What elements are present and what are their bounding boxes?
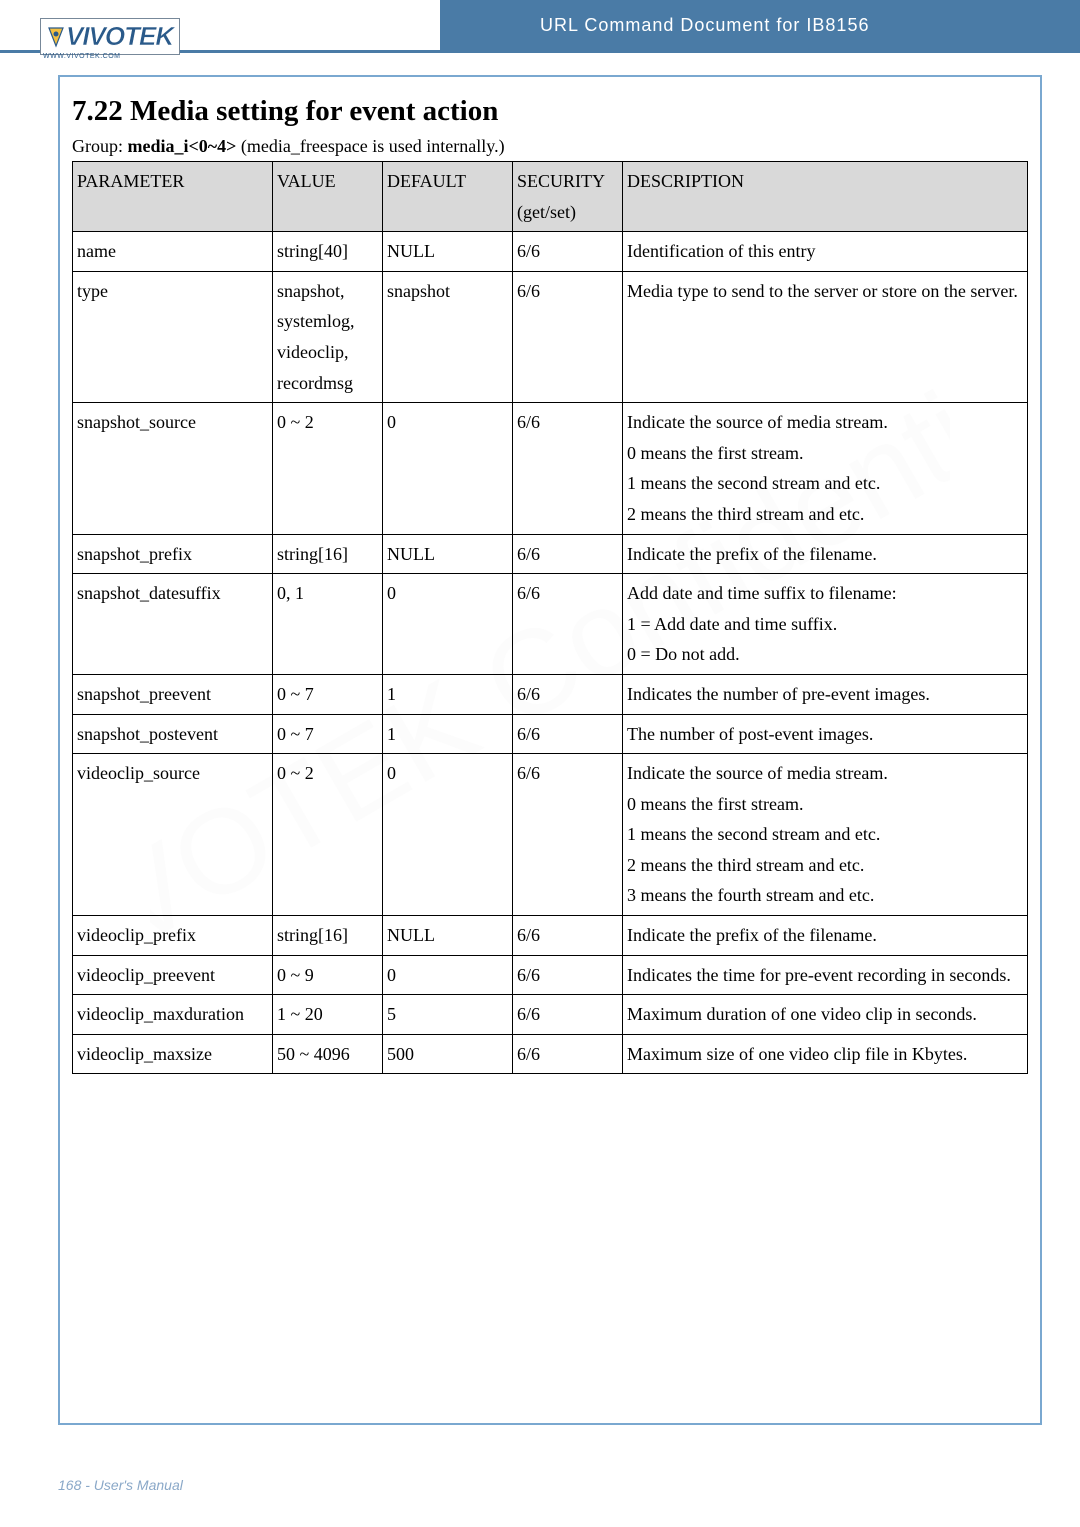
cell-default: 1 [383, 714, 513, 754]
cell-default: NULL [383, 916, 513, 956]
cell-security: 6/6 [513, 754, 623, 916]
cell-parameter: videoclip_prefix [73, 916, 273, 956]
group-suffix: (media_freespace is used internally.) [236, 136, 504, 156]
cell-description: Indicate the prefix of the filename. [623, 534, 1028, 574]
cell-value: 0, 1 [273, 574, 383, 675]
group-line: Group: media_i<0~4> (media_freespace is … [72, 136, 1028, 157]
parameter-table: PARAMETER VALUE DEFAULT SECURITY(get/set… [72, 161, 1028, 1074]
cell-default: 0 [383, 754, 513, 916]
table-row: videoclip_source0 ~ 206/6Indicate the so… [73, 754, 1028, 916]
cell-description: Identification of this entry [623, 232, 1028, 272]
cell-default: 500 [383, 1034, 513, 1074]
cell-description: Indicate the source of media stream.0 me… [623, 403, 1028, 534]
cell-security: 6/6 [513, 714, 623, 754]
cell-description: Maximum size of one video clip file in K… [623, 1034, 1028, 1074]
cell-parameter: snapshot_source [73, 403, 273, 534]
page-footer: 168 - User's Manual [58, 1477, 183, 1493]
cell-parameter: videoclip_source [73, 754, 273, 916]
th-description: DESCRIPTION [623, 162, 1028, 232]
cell-security: 6/6 [513, 271, 623, 402]
cell-value: 0 ~ 2 [273, 754, 383, 916]
cell-default: snapshot [383, 271, 513, 402]
table-row: snapshot_preevent0 ~ 716/6Indicates the … [73, 674, 1028, 714]
cell-parameter: videoclip_preevent [73, 955, 273, 995]
cell-value: string[16] [273, 916, 383, 956]
cell-value: string[16] [273, 534, 383, 574]
cell-description: Indicate the prefix of the filename. [623, 916, 1028, 956]
cell-description: Add date and time suffix to filename:1 =… [623, 574, 1028, 675]
group-prefix: Group: [72, 136, 128, 156]
cell-default: 0 [383, 574, 513, 675]
th-default: DEFAULT [383, 162, 513, 232]
vivotek-logo: VIVOTEK [40, 18, 180, 55]
cell-security: 6/6 [513, 574, 623, 675]
banner-bar: URL Command Document for IB8156 [440, 0, 1080, 50]
cell-default: NULL [383, 232, 513, 272]
cell-default: NULL [383, 534, 513, 574]
logo-area: VIVOTEK WWW.VIVOTEK.COM [40, 18, 180, 60]
cell-default: 1 [383, 674, 513, 714]
doc-title: URL Command Document for IB8156 [540, 15, 869, 36]
cell-value: 1 ~ 20 [273, 995, 383, 1035]
cell-description: Indicates the number of pre-event images… [623, 674, 1028, 714]
content-frame: VIVOTEK Confidential 7.22 Media setting … [58, 75, 1042, 1425]
cell-parameter: videoclip_maxduration [73, 995, 273, 1035]
cell-default: 0 [383, 955, 513, 995]
cell-value: 0 ~ 2 [273, 403, 383, 534]
cell-value: 50 ~ 4096 [273, 1034, 383, 1074]
cell-value: 0 ~ 7 [273, 714, 383, 754]
cell-security: 6/6 [513, 674, 623, 714]
cell-parameter: type [73, 271, 273, 402]
th-value: VALUE [273, 162, 383, 232]
cell-security: 6/6 [513, 916, 623, 956]
th-parameter: PARAMETER [73, 162, 273, 232]
logo-text: VIVOTEK [66, 21, 173, 52]
table-header-row: PARAMETER VALUE DEFAULT SECURITY(get/set… [73, 162, 1028, 232]
cell-description: Media type to send to the server or stor… [623, 271, 1028, 402]
cell-parameter: snapshot_prefix [73, 534, 273, 574]
cell-description: The number of post-event images. [623, 714, 1028, 754]
table-row: videoclip_prefixstring[16]NULL6/6Indicat… [73, 916, 1028, 956]
cell-value: 0 ~ 7 [273, 674, 383, 714]
cell-parameter: videoclip_maxsize [73, 1034, 273, 1074]
cell-default: 5 [383, 995, 513, 1035]
section-title: 7.22 Media setting for event action [72, 95, 1028, 128]
table-row: videoclip_maxsize50 ~ 40965006/6Maximum … [73, 1034, 1028, 1074]
cell-parameter: snapshot_datesuffix [73, 574, 273, 675]
table-row: typesnapshot, systemlog, videoclip, reco… [73, 271, 1028, 402]
table-row: videoclip_preevent0 ~ 906/6Indicates the… [73, 955, 1028, 995]
cell-default: 0 [383, 403, 513, 534]
cell-description: Indicate the source of media stream.0 me… [623, 754, 1028, 916]
table-row: snapshot_prefixstring[16]NULL6/6Indicate… [73, 534, 1028, 574]
cell-security: 6/6 [513, 955, 623, 995]
table-row: namestring[40]NULL6/6Identification of t… [73, 232, 1028, 272]
logo-icon [47, 26, 65, 48]
cell-value: string[40] [273, 232, 383, 272]
logo-subtext: WWW.VIVOTEK.COM [43, 53, 180, 60]
cell-description: Indicates the time for pre-event recordi… [623, 955, 1028, 995]
table-row: videoclip_maxduration1 ~ 2056/6Maximum d… [73, 995, 1028, 1035]
th-security: SECURITY(get/set) [513, 162, 623, 232]
table-row: snapshot_source0 ~ 206/6Indicate the sou… [73, 403, 1028, 534]
cell-parameter: name [73, 232, 273, 272]
cell-value: 0 ~ 9 [273, 955, 383, 995]
cell-security: 6/6 [513, 534, 623, 574]
doc-header: URL Command Document for IB8156 VIVOTEK … [0, 0, 1080, 75]
cell-security: 6/6 [513, 403, 623, 534]
cell-description: Maximum duration of one video clip in se… [623, 995, 1028, 1035]
cell-security: 6/6 [513, 995, 623, 1035]
group-name: media_i<0~4> [128, 136, 237, 156]
cell-security: 6/6 [513, 232, 623, 272]
cell-security: 6/6 [513, 1034, 623, 1074]
table-row: snapshot_datesuffix0, 106/6Add date and … [73, 574, 1028, 675]
cell-value: snapshot, systemlog, videoclip, recordms… [273, 271, 383, 402]
cell-parameter: snapshot_preevent [73, 674, 273, 714]
cell-parameter: snapshot_postevent [73, 714, 273, 754]
table-row: snapshot_postevent0 ~ 716/6The number of… [73, 714, 1028, 754]
